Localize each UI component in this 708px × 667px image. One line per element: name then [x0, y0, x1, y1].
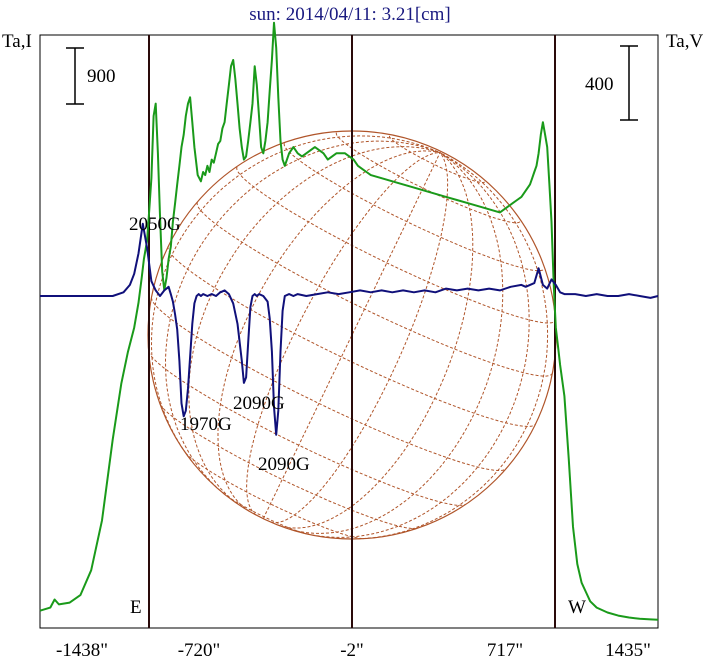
left-scale-bar-label: 900	[87, 66, 116, 87]
annotation-2090g-a: 2090G	[233, 393, 285, 414]
annotation-1970g: 1970G	[180, 414, 232, 435]
latitude-line	[185, 452, 364, 540]
longitude-line	[262, 152, 441, 519]
longitude-line	[217, 150, 441, 512]
left-scale-bar	[66, 47, 84, 105]
longitude-line	[291, 152, 504, 534]
longitude-line	[352, 152, 549, 540]
right-scale-bar-label: 400	[585, 74, 614, 95]
polarization-curve	[40, 222, 659, 436]
x-tick-label: 1435"	[605, 640, 651, 661]
latitude-line	[283, 143, 545, 272]
latitude-line	[148, 351, 466, 506]
left-axis-label: Ta,I	[2, 31, 32, 52]
x-tick-label: -2"	[340, 640, 364, 661]
longitude-line	[270, 152, 449, 524]
solar-disk-grid	[147, 130, 557, 540]
longitude-line	[150, 135, 441, 462]
latitude-line	[151, 297, 507, 471]
longitude-line	[164, 140, 441, 495]
longitude-line	[188, 146, 441, 504]
right-scale-bar	[620, 45, 638, 121]
annotation-2090g-b: 2090G	[258, 454, 310, 475]
east-limb-label: E	[130, 597, 142, 618]
chart-title: sun: 2014/04/11: 3.21[cm]	[249, 4, 450, 25]
longitude-line	[306, 152, 530, 538]
right-axis-label: Ta,V	[666, 31, 703, 52]
x-tick-label: 717"	[487, 640, 523, 661]
latitude-line	[159, 404, 417, 530]
x-tick-label: -1438"	[56, 640, 108, 661]
west-limb-label: W	[568, 597, 586, 618]
longitude-line	[277, 152, 474, 529]
plot-frame	[39, 34, 659, 629]
longitude-line	[246, 152, 441, 516]
annotation-2050g: 2050G	[129, 214, 181, 235]
intensity-curve	[39, 21, 659, 621]
x-tick-label: -720"	[178, 640, 221, 661]
